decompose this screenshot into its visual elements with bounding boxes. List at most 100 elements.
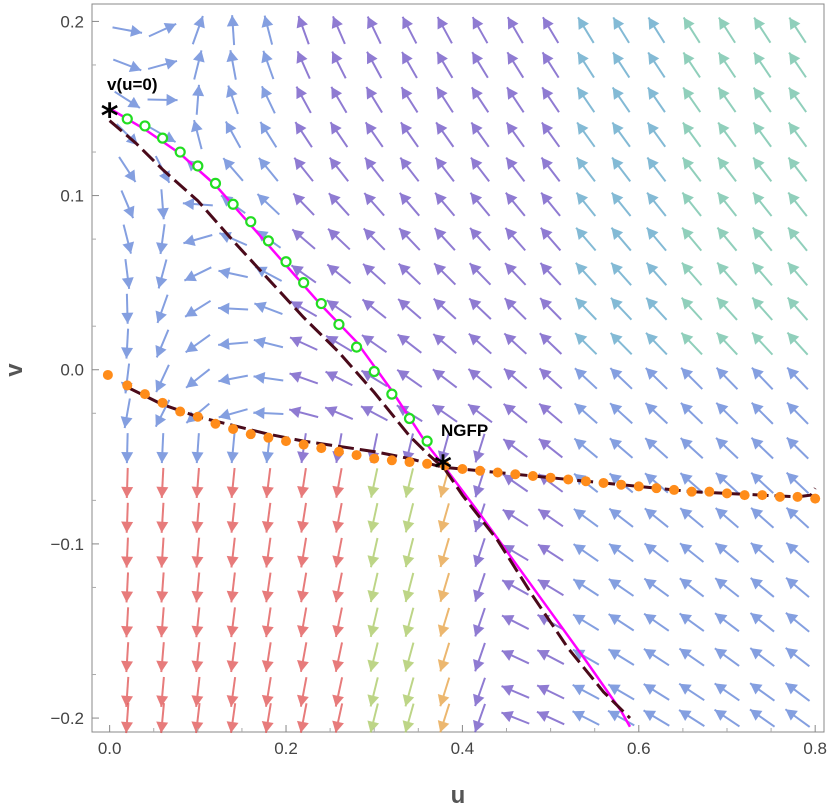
vector-arrow xyxy=(787,261,809,287)
vector-arrow-head xyxy=(297,555,309,568)
vector-arrow xyxy=(184,299,212,318)
vector-arrow xyxy=(362,227,386,251)
vector-arrow xyxy=(682,51,701,79)
vector-arrow xyxy=(607,683,635,701)
vector-arrow xyxy=(258,157,279,182)
vector-arrow xyxy=(576,121,596,148)
vector-arrow xyxy=(784,708,811,728)
vector-arrow-head xyxy=(507,52,519,65)
vector-arrow-head xyxy=(297,720,309,733)
vector-arrow xyxy=(752,191,773,217)
vector-arrow xyxy=(437,433,450,463)
x-tick-label: 0.8 xyxy=(803,739,827,758)
vector-arrow xyxy=(573,402,598,424)
vector-arrow xyxy=(504,262,527,286)
vector-arrow xyxy=(402,537,415,568)
orange-dot-point xyxy=(739,490,750,501)
y-tick-label: −0.1 xyxy=(50,535,84,554)
vector-arrow xyxy=(121,293,134,324)
vector-arrow xyxy=(121,258,134,289)
vector-arrow-head xyxy=(290,301,304,312)
vector-arrow xyxy=(749,682,776,702)
vector-arrow xyxy=(750,472,774,494)
vector-arrow-head xyxy=(184,270,197,282)
vector-arrow xyxy=(226,467,239,498)
vector-arrow xyxy=(148,22,177,38)
vector-arrow xyxy=(156,467,169,498)
vector-arrow xyxy=(572,613,600,631)
vector-arrow-head xyxy=(296,16,308,29)
orange-dot-point xyxy=(475,465,486,476)
vector-arrow-head xyxy=(574,403,587,416)
vector-arrow xyxy=(574,297,597,321)
vector-arrow xyxy=(397,262,422,286)
vector-arrow-head xyxy=(683,52,695,65)
vector-arrow xyxy=(297,467,309,498)
vector-arrow xyxy=(121,467,134,498)
vector-arrow xyxy=(537,543,564,562)
vector-arrow-head xyxy=(289,371,302,383)
vector-arrow xyxy=(752,121,772,148)
vector-arrow xyxy=(647,16,666,44)
vector-arrow-head xyxy=(437,624,450,637)
vector-arrow-head xyxy=(648,17,660,30)
vector-arrow xyxy=(501,649,530,665)
vector-arrow-head xyxy=(433,333,446,346)
vector-arrow xyxy=(505,192,526,217)
vector-arrow-head xyxy=(645,332,658,345)
vector-arrow-head xyxy=(714,683,728,695)
vector-arrow xyxy=(183,266,212,282)
vector-arrow-head xyxy=(541,122,554,135)
vector-arrow-head xyxy=(502,509,516,521)
vector-arrow xyxy=(121,537,134,568)
vector-arrow-head xyxy=(254,301,267,313)
vector-arrow-head xyxy=(437,720,450,733)
vector-arrow-head xyxy=(541,192,553,205)
vector-arrow-head xyxy=(751,402,764,415)
vector-arrow xyxy=(398,192,421,217)
vector-arrow xyxy=(715,367,739,390)
vector-arrow xyxy=(365,86,383,114)
vector-arrow-head xyxy=(681,367,694,380)
y-tick-label: 0.0 xyxy=(60,361,84,380)
orange-dot-point xyxy=(404,457,415,468)
vector-arrow-head xyxy=(645,367,658,380)
vector-arrow-head xyxy=(749,709,763,721)
vector-arrow-head xyxy=(717,192,730,205)
vector-arrow-head xyxy=(226,721,239,733)
vector-arrow xyxy=(332,677,344,707)
vector-arrow xyxy=(367,537,380,568)
vector-arrow xyxy=(469,192,491,217)
vector-arrow-head xyxy=(786,542,799,555)
vector-arrow xyxy=(470,86,490,113)
vector-arrow xyxy=(226,607,239,638)
vector-arrow-head xyxy=(156,242,168,254)
vector-arrow-head xyxy=(611,227,624,240)
vector-arrow xyxy=(611,86,631,113)
vector-arrow xyxy=(331,51,347,79)
vector-arrow xyxy=(296,15,310,45)
vector-arrow xyxy=(716,191,738,217)
vector-arrow xyxy=(608,507,634,528)
y-axis-ticks: −0.2 −0.1 0.0 0.1 0.2 xyxy=(50,12,99,728)
vector-arrow-head xyxy=(538,509,551,521)
vector-arrow xyxy=(612,16,630,44)
vector-arrow-head xyxy=(156,660,169,673)
vector-arrow-head xyxy=(504,333,517,346)
vector-arrow xyxy=(473,433,486,463)
vector-arrow-head xyxy=(191,486,204,498)
vector-arrow-head xyxy=(536,710,550,722)
vector-arrow-head xyxy=(610,297,623,310)
vector-arrow xyxy=(502,438,528,458)
vector-arrow xyxy=(218,302,249,315)
vector-arrow-head xyxy=(155,414,167,427)
vector-arrow-head xyxy=(402,694,415,707)
vector-arrow-head xyxy=(715,613,728,625)
vector-arrow-head xyxy=(121,347,134,359)
vector-arrow-head xyxy=(218,408,231,421)
vector-arrow-head xyxy=(468,368,481,381)
vector-arrow-head xyxy=(752,332,764,345)
vector-arrow xyxy=(785,541,810,564)
vector-arrow-head xyxy=(680,508,693,520)
vector-arrow-head xyxy=(156,695,169,707)
